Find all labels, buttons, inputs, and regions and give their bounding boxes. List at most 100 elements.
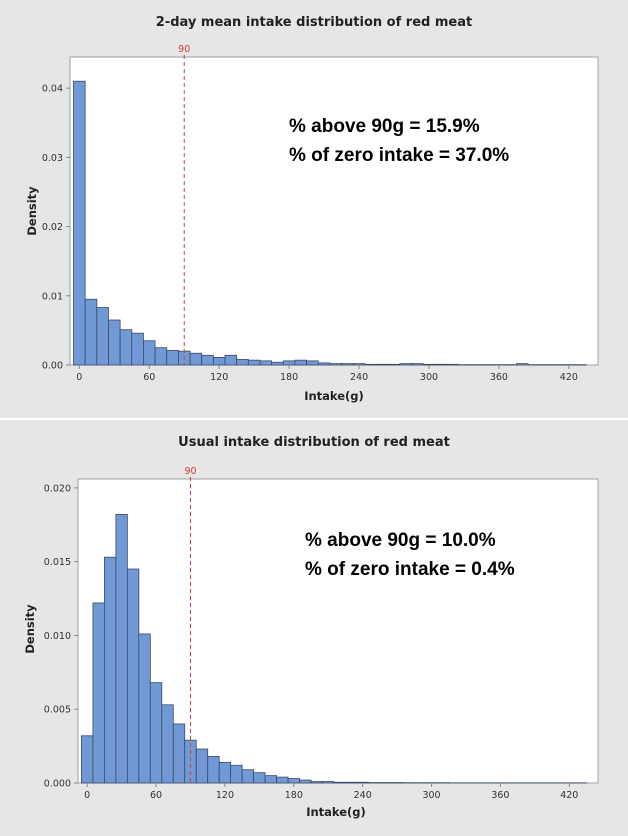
- chart-2-bar: [322, 781, 335, 784]
- chart-1-bar: [516, 363, 529, 366]
- chart-1-x-tick-label: 180: [280, 372, 298, 383]
- chart-1-bar: [434, 363, 447, 366]
- chart-1-bar: [236, 359, 249, 366]
- chart-1-reference-label: 90: [178, 44, 190, 55]
- chart-1-bar: [212, 356, 226, 366]
- chart-1-bar: [271, 361, 284, 366]
- chart-1-bar: [131, 332, 144, 366]
- chart-2-x-tick-label: 360: [491, 790, 509, 801]
- chart-1-bar: [282, 360, 296, 366]
- chart-1-y-tick-label: 0.02: [42, 222, 63, 233]
- chart-1-bar: [411, 363, 424, 366]
- chart-2-y-label: Density: [23, 604, 37, 654]
- chart-2-bar: [276, 776, 289, 784]
- chart-panel-1: 2-day mean intake distribution of red me…: [0, 0, 628, 418]
- chart-1-bar: [422, 363, 436, 366]
- chart-2-y-tick-label: 0.015: [44, 557, 71, 568]
- chart-1-bar: [224, 354, 238, 366]
- chart-2-bar: [230, 764, 243, 784]
- chart-2-title: Usual intake distribution of red meat: [178, 435, 450, 450]
- chart-1-bar: [247, 359, 261, 366]
- chart-2-bar: [104, 556, 117, 784]
- chart-1-bar: [399, 363, 412, 366]
- chart-1-plot-area: [69, 56, 599, 366]
- chart-2-bar: [207, 756, 220, 784]
- chart-2-bar: [161, 704, 174, 784]
- chart-2-x-tick-label: 60: [150, 790, 162, 801]
- chart-2-bars: [81, 514, 587, 784]
- chart-1-bar: [73, 80, 86, 366]
- chart-2-reference-label: 90: [184, 466, 196, 477]
- chart-2-y-tick-label: 0.010: [44, 631, 71, 642]
- chart-2-bar: [356, 781, 369, 784]
- chart-2-bar: [264, 775, 277, 784]
- chart-1-title: 2-day mean intake distribution of red me…: [156, 15, 472, 30]
- chart-1-y-tick-label: 0.03: [42, 153, 63, 164]
- chart-2-bar: [218, 761, 232, 784]
- chart-2-x-tick-label: 240: [354, 790, 372, 801]
- chart-2-x-label: Intake(g): [306, 805, 366, 819]
- chart-1-svg: 2-day mean intake distribution of red me…: [0, 0, 628, 418]
- chart-2-y-tick-label: 0.020: [44, 483, 71, 494]
- chart-1-x-label: Intake(g): [304, 389, 364, 403]
- chart-1-bar: [446, 363, 459, 366]
- chart-1-bar: [294, 359, 308, 366]
- chart-2-bar: [345, 781, 358, 784]
- chart-2-bar: [241, 769, 255, 784]
- chart-1-y-tick-label: 0.00: [42, 361, 63, 372]
- chart-2-annotation-above: % above 90g = 10.0%: [305, 530, 496, 551]
- chart-1-bar: [108, 319, 121, 366]
- chart-2-annotation-zero: % of zero intake = 0.4%: [305, 559, 515, 580]
- chart-2-bar: [287, 778, 300, 784]
- chart-1-x-tick-label: 360: [490, 372, 508, 383]
- chart-2-bar: [92, 602, 105, 784]
- chart-1-bar: [154, 347, 168, 366]
- chart-1-y-label: Density: [25, 186, 39, 236]
- chart-2-bar: [310, 781, 323, 784]
- chart-1-bar: [352, 363, 366, 366]
- chart-1-bar: [143, 340, 156, 366]
- chart-1-bar: [119, 329, 133, 366]
- chart-1-x-tick-label: 240: [350, 372, 368, 383]
- chart-2-bar: [138, 633, 151, 784]
- chart-1-y-axis: 0.00 0.01 0.02 0.03 0.04: [42, 84, 70, 372]
- chart-1-x-tick-label: 120: [210, 372, 228, 383]
- chart-1-bar: [387, 363, 401, 366]
- chart-1-y-tick-label: 0.01: [42, 291, 63, 302]
- chart-1-bar: [259, 360, 273, 366]
- chart-2-bar: [253, 772, 266, 784]
- chart-1-x-tick-label: 300: [420, 372, 438, 383]
- chart-2-bar: [333, 781, 346, 784]
- chart-1-bar: [189, 352, 203, 366]
- chart-2-bar: [115, 514, 128, 784]
- chart-1-x-tick-label: 0: [76, 372, 82, 383]
- chart-2-bar: [299, 779, 312, 784]
- chart-2-x-tick-label: 180: [285, 790, 303, 801]
- chart-1-annotation-above: % above 90g = 15.9%: [289, 116, 480, 137]
- chart-2-bar: [81, 735, 94, 784]
- chart-2-x-tick-label: 420: [560, 790, 578, 801]
- chart-1-bar: [376, 363, 389, 366]
- chart-1-y-tick-label: 0.04: [42, 84, 63, 95]
- chart-2-x-tick-label: 300: [422, 790, 440, 801]
- chart-1-annotation-zero: % of zero intake = 37.0%: [289, 145, 509, 166]
- chart-2-svg: Usual intake distribution of red meat 0.…: [0, 420, 628, 836]
- chart-2-bar: [172, 723, 186, 784]
- chart-1-bar: [329, 363, 342, 366]
- chart-1-x-tick-label: 420: [560, 372, 578, 383]
- chart-2-x-tick-label: 120: [216, 790, 234, 801]
- chart-panel-2: Usual intake distribution of red meat 0.…: [0, 420, 628, 836]
- chart-2-x-axis: 0 60 120 180 240 300 360 420: [84, 783, 578, 801]
- chart-1-x-axis: 0 60 120 180 240 300 360 420: [76, 365, 578, 383]
- chart-1-bar: [84, 298, 98, 366]
- chart-1-x-tick-label: 60: [143, 372, 155, 383]
- chart-2-y-tick-label: 0.000: [44, 779, 71, 790]
- chart-2-bar: [195, 748, 209, 784]
- chart-2-y-axis: 0.000 0.005 0.010 0.015 0.020: [44, 483, 78, 790]
- chart-1-bar: [201, 354, 214, 366]
- chart-1-bar: [364, 363, 377, 366]
- chart-1-bar: [166, 350, 179, 366]
- chart-1-bar: [96, 307, 109, 366]
- chart-2-bar: [126, 568, 140, 784]
